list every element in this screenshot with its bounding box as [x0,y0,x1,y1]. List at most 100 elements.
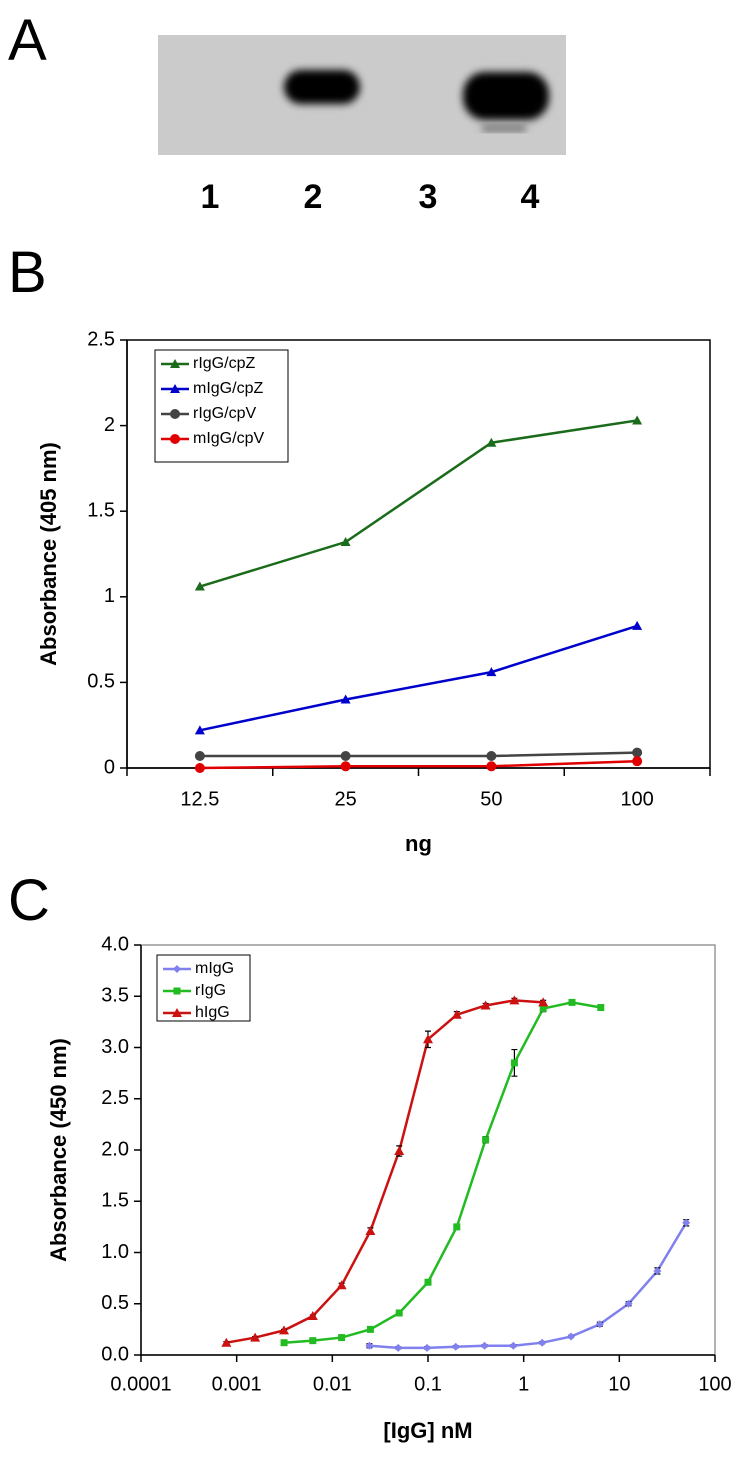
marker [568,998,576,1006]
panel-label: C [8,868,50,933]
marker [336,1280,347,1290]
panel-label: A [8,8,47,73]
y-tick-label: 0.5 [87,671,115,693]
marker [194,751,205,762]
marker [170,384,180,393]
marker [340,537,351,547]
marker [423,1343,432,1352]
x-tick-label: 100 [620,788,653,810]
marker [221,1337,232,1347]
legend-label: mIgG/cpZ [193,380,263,397]
marker [567,1332,576,1341]
y-tick-label: 0.5 [101,1292,129,1314]
marker [194,725,205,735]
x-tick-label: 1 [518,1373,529,1395]
y-tick-label: 0.0 [101,1343,129,1365]
marker [194,763,205,773]
lane-label: 2 [304,178,323,216]
marker [172,1008,182,1017]
marker [538,997,549,1007]
marker [451,1342,460,1351]
marker [632,747,643,758]
marker [250,1332,261,1342]
marker [394,1146,405,1156]
marker [365,1341,374,1350]
panel-label: B [8,240,47,305]
series-line [199,419,638,588]
lane-label: 3 [419,178,438,216]
x-tick-label: 0.1 [414,1373,442,1395]
lane-label: 4 [521,178,540,216]
marker [338,1334,346,1342]
marker [170,434,180,444]
marker [280,1339,288,1347]
x-tick-label: 25 [335,788,357,810]
x-tick-label: 10 [608,1373,630,1395]
marker [480,1000,491,1010]
marker [595,1320,604,1329]
legend-box [156,954,251,1022]
marker [173,965,181,973]
marker [170,409,180,419]
marker [682,1218,691,1227]
marker [538,1338,547,1347]
marker [482,1136,490,1144]
series-line [283,1001,602,1344]
x-tick-label: 0.01 [313,1373,352,1395]
y-tick-label: 1 [104,585,115,607]
series-line [199,751,638,758]
marker [365,1225,376,1235]
marker [653,1266,662,1275]
marker [340,761,351,772]
legend-label: mIgG [195,960,234,977]
marker [632,415,643,425]
marker [395,1309,403,1317]
x-tick-label: 0.001 [212,1373,262,1395]
marker [451,1009,462,1019]
blot-band [463,72,549,120]
y-axis-title: Absorbance (405 nm) [36,442,61,666]
y-tick-label: 2.0 [101,1138,129,1160]
y-tick-label: 3.0 [101,1036,129,1058]
x-tick-label: 12.5 [180,788,219,810]
marker [307,1311,318,1321]
x-axis-title: [IgG] nM [383,1418,472,1443]
marker [632,756,643,767]
legend-label: rIgG [195,982,226,999]
marker [194,581,205,591]
marker [486,761,497,772]
x-axis-title: ng [405,831,432,856]
marker [424,1278,432,1286]
marker [309,1337,317,1345]
x-tick-label: 100 [698,1373,731,1395]
marker [480,1341,489,1350]
marker [632,620,643,630]
marker [509,1341,518,1350]
lane-label: 1 [201,178,220,216]
x-tick-label: 50 [480,788,502,810]
series-line [226,999,544,1344]
y-tick-label: 1.0 [101,1241,129,1263]
y-tick-label: 2.5 [101,1087,129,1109]
marker [170,359,180,368]
marker [486,751,497,762]
marker [340,751,351,762]
y-tick-label: 1.5 [87,499,115,521]
marker [539,1005,547,1013]
marker [509,995,520,1005]
blot: 1 2 3 4 [158,35,566,216]
marker [394,1343,403,1352]
y-tick-label: 1.5 [101,1190,129,1212]
blot-smear [482,126,526,131]
marker [366,1325,374,1333]
marker [279,1325,290,1335]
series-line [369,1222,688,1350]
marker [173,987,181,995]
y-tick-label: 0 [104,756,115,778]
series-line [199,759,638,770]
marker [597,1004,605,1012]
marker [486,667,497,677]
y-tick-label: 4.0 [101,933,129,955]
series-line [199,624,638,732]
legend-label: mIgG/cpV [193,430,264,447]
